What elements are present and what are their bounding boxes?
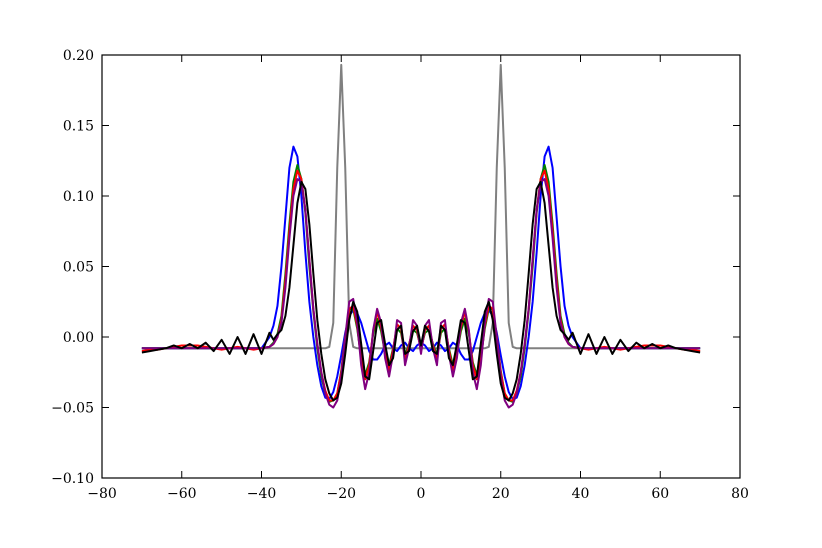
x-tick-label: −80	[87, 486, 117, 502]
x-tick-label: −40	[247, 486, 277, 502]
y-tick-label: 0.05	[63, 260, 94, 276]
x-tick-label: −20	[326, 486, 356, 502]
data-line	[141, 145, 701, 401]
data-line	[141, 178, 701, 409]
y-tick-label: 0.00	[63, 330, 94, 346]
data-line	[141, 180, 701, 402]
x-tick-label: 0	[417, 486, 426, 502]
y-tick-label: −0.05	[51, 401, 94, 417]
y-tick-label: 0.15	[63, 119, 94, 135]
x-tick-label: 20	[492, 486, 510, 502]
data-line	[141, 169, 701, 402]
y-tick-label: 0.20	[63, 48, 94, 64]
x-tick-label: 40	[572, 486, 590, 502]
y-tick-label: −0.10	[51, 471, 94, 487]
data-line	[141, 63, 701, 350]
x-tick-label: 80	[731, 486, 749, 502]
data-line	[141, 163, 701, 403]
y-tick-label: 0.10	[63, 189, 94, 205]
x-tick-label: −60	[167, 486, 197, 502]
plot-frame	[101, 54, 741, 479]
x-tick-label: 60	[651, 486, 669, 502]
